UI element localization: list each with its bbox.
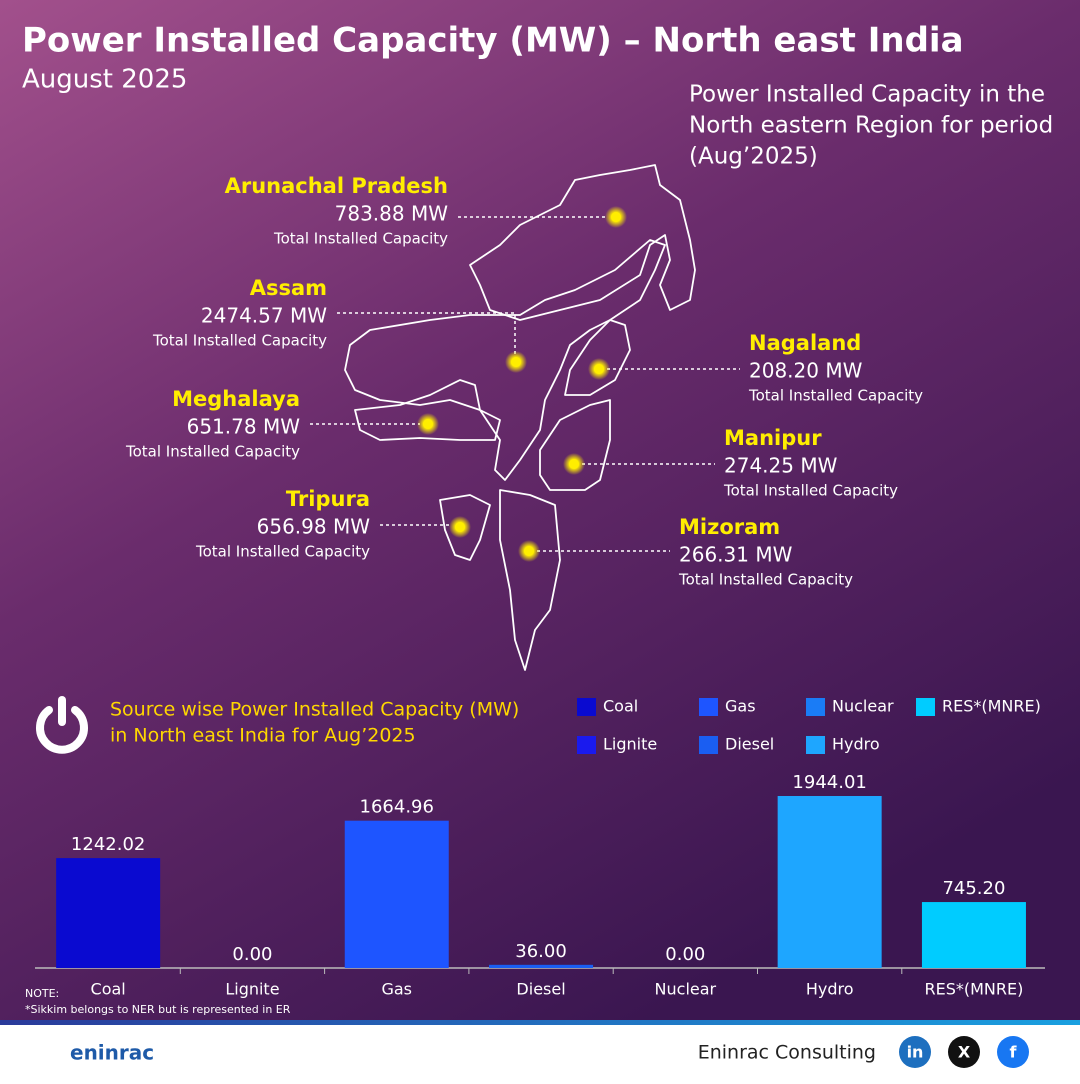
background (0, 0, 1080, 1025)
logo: eninrac (70, 1041, 154, 1065)
mizoram-outline (499, 489, 561, 671)
legend-swatch (806, 698, 825, 716)
value-label: 0.00 (665, 944, 705, 965)
legend-swatch (806, 736, 825, 754)
caption-line: (Aug’2025) (689, 144, 818, 170)
social-label: f (1010, 1043, 1018, 1062)
legend-label: Gas (725, 697, 756, 716)
legend-swatch (577, 736, 596, 754)
value-label: 1664.96 (360, 797, 434, 818)
legend-label: Coal (603, 697, 638, 716)
state-dot (511, 357, 521, 367)
legend-label: RES*(MNRE) (942, 697, 1041, 716)
state-value: 274.25 MW (724, 454, 838, 478)
x-tick-label: Gas (381, 980, 412, 999)
x-tick-label: Coal (91, 980, 126, 999)
bar (489, 964, 594, 968)
bar (344, 820, 449, 968)
title: Power Installed Capacity (MW) – North ea… (22, 21, 964, 61)
social-label: X (958, 1043, 971, 1062)
assam-outline (344, 239, 666, 481)
social-icon (948, 1036, 980, 1068)
state-caption: Total Installed Capacity (273, 230, 448, 248)
state-name: Manipur (724, 426, 822, 450)
state-value: 2474.57 MW (201, 304, 327, 328)
value-label: 0.00 (232, 944, 272, 965)
state-name: Assam (250, 276, 327, 300)
legend-swatch (699, 736, 718, 754)
value-label: 1944.01 (792, 772, 866, 793)
state-caption: Total Installed Capacity (125, 443, 300, 461)
state-name: Mizoram (679, 515, 780, 539)
map (344, 164, 696, 671)
social-label: in (907, 1043, 924, 1062)
state-caption: Total Installed Capacity (678, 571, 853, 589)
legend-label: Lignite (603, 735, 657, 754)
manipur-outline (539, 399, 611, 491)
state-value: 208.20 MW (749, 359, 863, 383)
legend-swatch (577, 698, 596, 716)
state-value: 783.88 MW (335, 202, 449, 226)
state-name: Nagaland (749, 331, 861, 355)
footer-band (0, 1020, 1080, 1025)
state-value: 651.78 MW (187, 415, 301, 439)
state-dot (594, 364, 604, 374)
map-caption: Power Installed Capacity in the North ea… (689, 82, 1053, 170)
state-name: Meghalaya (172, 387, 300, 411)
note: *Sikkim belongs to NER but is represente… (25, 1003, 291, 1016)
legend-label: Hydro (832, 735, 880, 754)
power-icon (36, 696, 88, 754)
x-tick-label: Lignite (225, 980, 279, 999)
tripura-outline (439, 494, 491, 561)
x-tick-label: Nuclear (655, 980, 717, 999)
state-dot (524, 546, 534, 556)
legend-label: Nuclear (832, 697, 894, 716)
chart-title: in North east India for Aug’2025 (110, 725, 416, 747)
state-caption: Total Installed Capacity (723, 482, 898, 500)
value-label: 1242.02 (71, 834, 145, 855)
state-caption: Total Installed Capacity (152, 332, 327, 350)
legend-label: Diesel (725, 735, 774, 754)
leader-line (337, 312, 516, 354)
value-label: 36.00 (515, 941, 567, 962)
bar (921, 902, 1026, 968)
state-dot (455, 522, 465, 532)
chart-title: Source wise Power Installed Capacity (MW… (110, 699, 519, 721)
social-icon (997, 1036, 1029, 1068)
caption-line: North eastern Region for period (689, 113, 1053, 139)
social-icon (899, 1036, 931, 1068)
brand: Eninrac Consulting (698, 1042, 876, 1064)
bar (777, 796, 882, 968)
state-caption: Total Installed Capacity (195, 543, 370, 561)
state-value: 656.98 MW (257, 515, 371, 539)
x-tick-label: RES*(MNRE) (925, 980, 1024, 999)
state-dot (611, 212, 621, 222)
note: NOTE: (25, 987, 59, 1000)
meghalaya-outline (354, 379, 501, 441)
state-name: Arunachal Pradesh (225, 174, 448, 198)
legend-swatch (699, 698, 718, 716)
state-value: 266.31 MW (679, 543, 793, 567)
state-dot (423, 419, 433, 429)
x-tick-label: Hydro (806, 980, 854, 999)
arunachal-outline (469, 164, 696, 321)
bar (56, 858, 161, 968)
power-arc (36, 706, 88, 754)
x-tick-label: Diesel (516, 980, 565, 999)
value-label: 745.20 (942, 878, 1005, 899)
state-name: Tripura (286, 487, 370, 511)
nagaland-outline (564, 319, 631, 396)
state-dot (569, 459, 579, 469)
subtitle: August 2025 (22, 65, 187, 95)
legend-swatch (916, 698, 935, 716)
state-caption: Total Installed Capacity (748, 387, 923, 405)
caption-line: Power Installed Capacity in the (689, 82, 1045, 108)
